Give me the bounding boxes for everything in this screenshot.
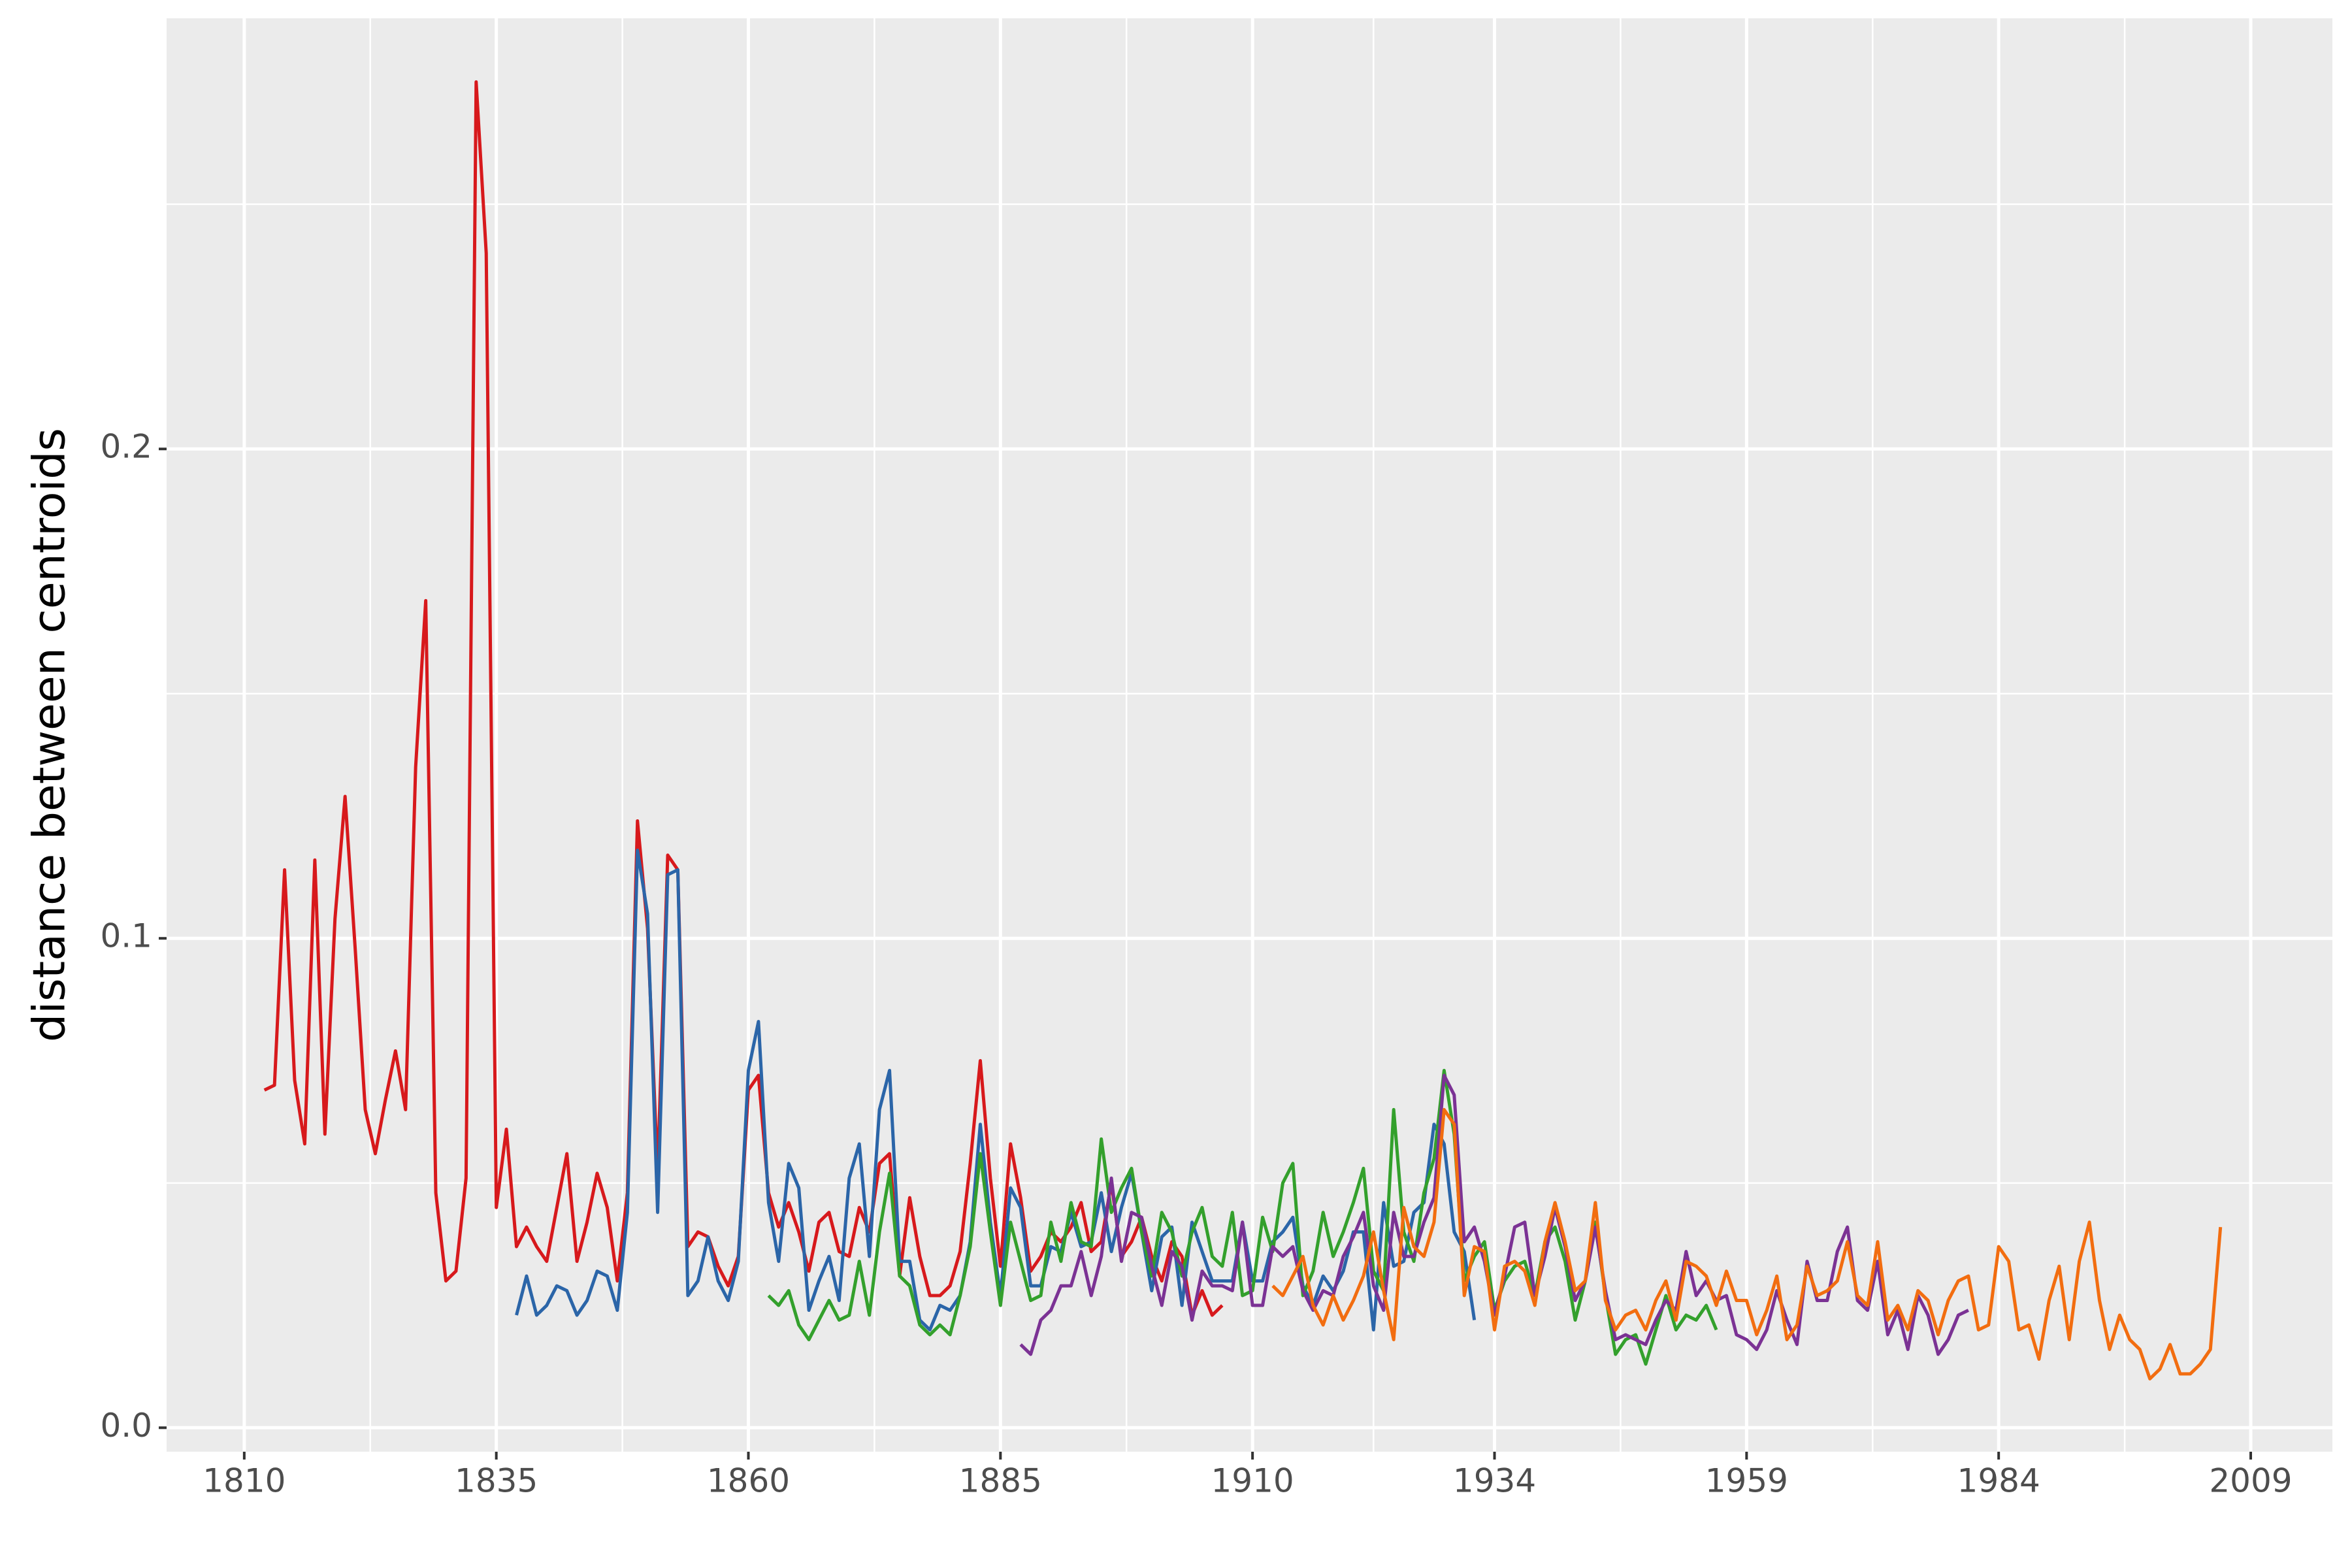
lines [263,80,2223,1380]
series-line [1271,1107,2223,1380]
panel-background [167,18,2332,1452]
x-tick-label: 2009 [2209,1462,2292,1500]
x-tick-label: 1934 [1453,1462,1536,1500]
x-tick-label: 1885 [959,1462,1042,1500]
x-tick-label: 1984 [1957,1462,2040,1500]
y-tick-label: 0.1 [100,917,152,955]
y-axis-title: distance between centroids [24,428,76,1042]
x-tick-label: 1860 [707,1462,790,1500]
axes: 0.0 0.1 0.2 1810 1835 1860 1885 1910 1934 1959 198… [100,428,2292,1500]
x-tick-label: 1910 [1211,1462,1294,1500]
x-tick-label: 1810 [203,1462,286,1500]
y-tick-label: 0.2 [100,428,152,466]
x-tick-label: 1959 [1705,1462,1788,1500]
series-line [767,1068,1718,1366]
y-tick-label: 0.0 [100,1407,152,1445]
x-tick-label: 1835 [455,1462,538,1500]
grid [167,18,2332,1452]
